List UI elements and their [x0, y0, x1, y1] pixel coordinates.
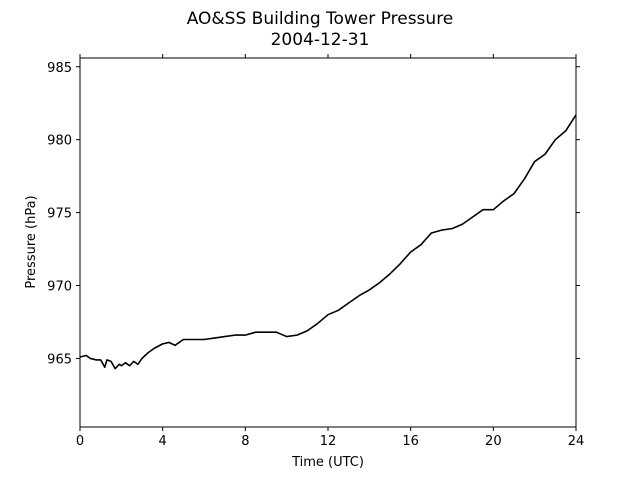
y-axis-label: Pressure (hPa) [24, 195, 39, 288]
x-tick-label: 8 [241, 434, 249, 449]
x-axis: 0 4 8 12 16 20 24 [76, 54, 584, 449]
plot-frame [79, 57, 577, 428]
y-axis: 965 970 975 980 985 [47, 61, 580, 367]
x-tick-label: 16 [402, 434, 419, 449]
x-axis-label: Time (UTC) [291, 455, 364, 470]
x-tick-label: 0 [76, 434, 84, 449]
x-tick-label: 20 [485, 434, 502, 449]
y-tick-label: 980 [47, 134, 72, 149]
x-tick-label: 24 [568, 434, 585, 449]
y-tick-label: 965 [47, 352, 72, 367]
pressure-series-line [79, 114, 577, 370]
y-tick-label: 985 [47, 61, 72, 76]
y-tick-label: 975 [47, 207, 72, 222]
plot-area [79, 57, 577, 428]
y-tick-label: 970 [47, 280, 72, 295]
chart-subtitle: 2004-12-31 [271, 30, 370, 50]
chart-title: AO&SS Building Tower Pressure [187, 9, 454, 29]
x-tick-label: 4 [159, 434, 167, 449]
x-tick-label: 12 [320, 434, 337, 449]
